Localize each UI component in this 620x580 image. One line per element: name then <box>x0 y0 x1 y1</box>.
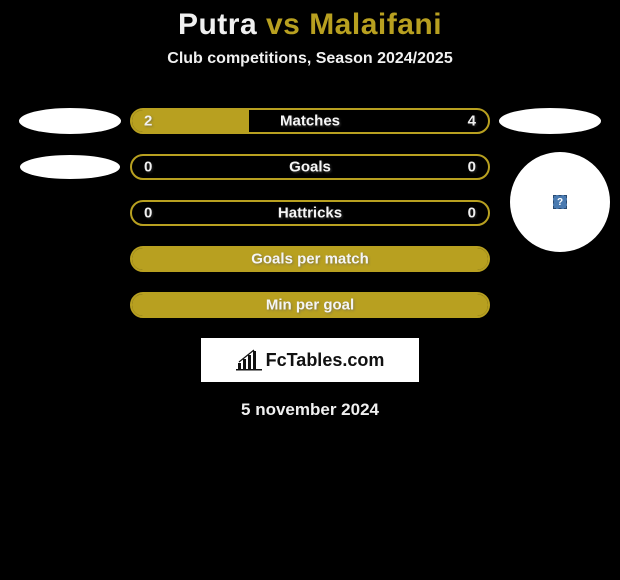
player1-badge2-icon <box>20 155 120 179</box>
bar-label: Goals per match <box>251 251 369 268</box>
title-vs: vs <box>266 8 300 41</box>
left-badge-4 <box>10 292 130 318</box>
right-badge-0 <box>490 108 610 134</box>
left-badge-0 <box>10 108 130 134</box>
left-badge-3 <box>10 246 130 272</box>
bar-right-value: 4 <box>468 113 476 130</box>
bar-right-value: 0 <box>468 159 476 176</box>
fctables-logo[interactable]: FcTables.com <box>201 338 419 382</box>
container: Putra vs Malaifani Club competitions, Se… <box>0 0 620 420</box>
stat-row-matches: 2 Matches 4 <box>10 108 610 134</box>
title-player1: Putra <box>178 8 257 41</box>
bar-label: Goals <box>289 159 331 176</box>
bar-hattricks: 0 Hattricks 0 <box>130 200 490 226</box>
bar-matches: 2 Matches 4 <box>130 108 490 134</box>
subtitle: Club competitions, Season 2024/2025 <box>0 50 620 68</box>
player2-avatar-circle: ? <box>510 152 610 252</box>
player1-badge-icon <box>19 108 121 134</box>
bar-label: Hattricks <box>278 205 342 222</box>
left-badge-2 <box>10 200 130 226</box>
bar-label: Matches <box>280 113 340 130</box>
player2-badge-icon <box>499 108 601 134</box>
logo-text: FcTables.com <box>266 350 385 371</box>
bar-left-value: 0 <box>144 205 152 222</box>
footer-date: 5 november 2024 <box>0 400 620 420</box>
left-badge-1 <box>10 154 130 180</box>
stats-area: 2 Matches 4 0 Goals 0 ? <box>0 108 620 318</box>
placeholder-icon: ? <box>553 195 567 209</box>
bar-left-value: 2 <box>144 113 152 130</box>
bar-gpm: Goals per match <box>130 246 490 272</box>
bar-label: Min per goal <box>266 297 354 314</box>
stat-row-mpg: Min per goal <box>10 292 610 318</box>
bar-left-value: 0 <box>144 159 152 176</box>
chart-icon <box>236 349 262 371</box>
bar-goals: 0 Goals 0 <box>130 154 490 180</box>
title-player2: Malaifani <box>309 8 442 41</box>
bar-mpg: Min per goal <box>130 292 490 318</box>
right-badge-4 <box>490 292 610 318</box>
page-title: Putra vs Malaifani <box>0 8 620 42</box>
stat-row-gpm: Goals per match <box>10 246 610 272</box>
bar-right-value: 0 <box>468 205 476 222</box>
